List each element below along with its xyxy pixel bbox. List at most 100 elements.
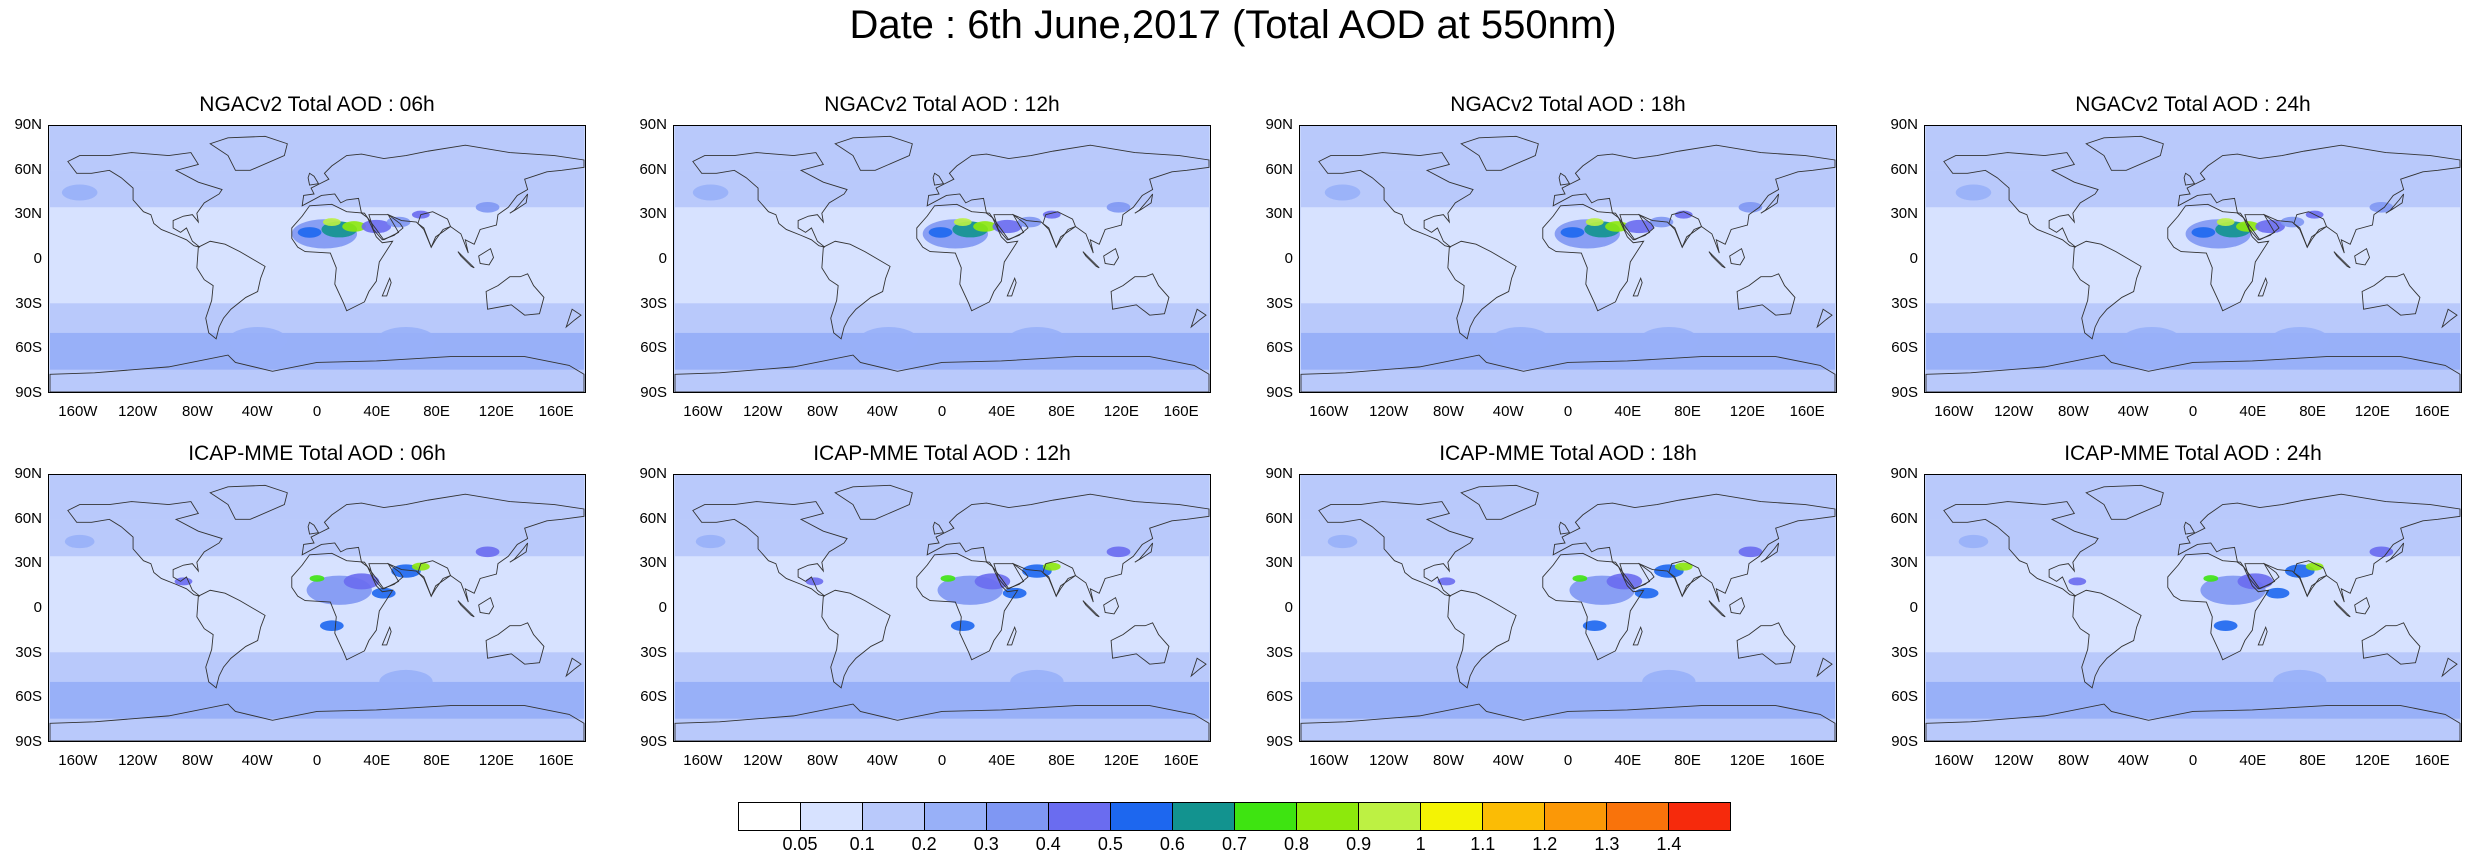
aod-hotspot [64, 534, 95, 549]
aod-background-band [1301, 126, 1835, 171]
latitude-tick-label: 60N [14, 509, 42, 527]
aod-hotspot [940, 575, 956, 582]
longitude-tick-label: 80E [1674, 752, 1701, 769]
aod-hotspot [1572, 575, 1588, 582]
coastline [2333, 600, 2351, 618]
longitude-tick-label: 40E [1614, 752, 1642, 769]
longitude-tick-label: 160E [1163, 403, 1199, 420]
coastline [1082, 600, 1100, 618]
aod-background-band [675, 681, 1209, 719]
aod-map [49, 475, 585, 741]
coastline [1542, 203, 1645, 312]
latitude-tick-label: 60S [1891, 688, 1918, 706]
aod-hotspot [1958, 534, 1989, 549]
latitude-tick-label: 30S [15, 643, 42, 661]
longitude-tick-label: 120W [118, 403, 158, 420]
coastline [2385, 542, 2405, 563]
coastline [1668, 211, 1703, 249]
latitude-tick-label: 60S [1891, 339, 1918, 357]
longitude-tick-label: 120W [1369, 752, 1409, 769]
coastline [1134, 193, 1154, 214]
longitude-tick-label: 40W [1492, 752, 1524, 769]
aod-background-band [1301, 681, 1835, 719]
coastline [67, 501, 223, 597]
coastline [301, 493, 585, 603]
coastline [1558, 521, 1571, 535]
coastline [834, 135, 913, 171]
longitude-tick-label: 80E [2299, 752, 2326, 769]
longitude-tick-label: 0 [312, 752, 322, 769]
coastline [1736, 622, 1796, 665]
aod-hotspot [1007, 326, 1067, 354]
aod-hotspot [1606, 573, 1643, 590]
coastline [1558, 172, 1571, 186]
aod-background-band [675, 126, 1209, 171]
aod-background-band [675, 608, 1209, 653]
map-panel [1299, 474, 1837, 742]
longitude-tick-label: 80E [423, 403, 450, 420]
aod-background-band [50, 681, 584, 719]
colorbar-tick-label: 1.1 [1470, 834, 1496, 854]
latitude-tick-label: 90N [14, 116, 42, 133]
aod-hotspot [1955, 184, 1992, 201]
longitude-tick-label: 40W [241, 752, 273, 769]
aod-background-band [1301, 170, 1835, 208]
coastline [1006, 625, 1017, 646]
longitude-tick-label: 120W [1994, 403, 2034, 420]
latitude-tick-label: 60S [1266, 339, 1293, 357]
coastline [1729, 596, 1746, 615]
longitude-tick-label: 0 [2188, 752, 2198, 769]
coastline [509, 542, 529, 563]
coastline [2177, 144, 2461, 254]
coastline [2354, 596, 2371, 615]
colorbar-tick-label: 0.3 [973, 834, 999, 854]
aod-background-band [1926, 475, 2460, 520]
coastline [1300, 354, 1836, 392]
longitude-tick-label: 0 [1563, 403, 1573, 420]
aod-hotspot [2305, 562, 2324, 571]
coastline [1943, 501, 2099, 597]
coastline [2244, 214, 2280, 241]
coastline [2361, 622, 2421, 665]
coastline [1447, 240, 1517, 340]
aod-hotspot [1327, 534, 1358, 549]
aod-background-band [1926, 369, 2460, 392]
coastline [457, 251, 475, 269]
latitude-tick-label: 90N [1265, 116, 1293, 133]
coastline [2072, 240, 2142, 340]
longitude-tick-label: 160E [2414, 752, 2450, 769]
map-panel [48, 125, 586, 393]
aod-background-band [675, 332, 1209, 370]
latitude-tick-label: 90S [1891, 384, 1918, 401]
coastline [417, 211, 452, 249]
colorbar-tick-label: 1.2 [1532, 834, 1558, 854]
coastline [368, 214, 404, 241]
colorbar-box [1607, 803, 1669, 830]
aod-hotspot [858, 326, 919, 354]
coastline [2354, 247, 2371, 266]
coastline [2177, 493, 2461, 603]
latitude-tick-label: 60N [1265, 509, 1293, 527]
aod-background-band [675, 170, 1209, 208]
coastline [478, 596, 495, 615]
longitude-tick-label: 40E [1614, 403, 1642, 420]
longitude-tick-label: 160E [538, 403, 574, 420]
coastline [1760, 193, 1780, 214]
coastline [2361, 273, 2421, 316]
aod-hotspot [1106, 201, 1131, 213]
longitude-tick-label: 80W [2058, 752, 2089, 769]
latitude-tick-label: 90N [1890, 116, 1918, 133]
aod-background-band [50, 718, 584, 741]
longitude-tick-label: 160E [2414, 403, 2450, 420]
longitude-tick-label: 40E [363, 752, 391, 769]
aod-background-band [1301, 369, 1835, 392]
aod-background-band [1301, 475, 1835, 520]
latitude-tick-label: 60S [15, 688, 42, 706]
aod-background-band [1926, 681, 2460, 719]
latitude-tick-label: 30N [639, 554, 667, 572]
coastline [417, 560, 452, 598]
coastline [674, 703, 1210, 741]
map-panel [1924, 125, 2462, 393]
coastline [2167, 552, 2270, 661]
coastline [196, 240, 266, 340]
